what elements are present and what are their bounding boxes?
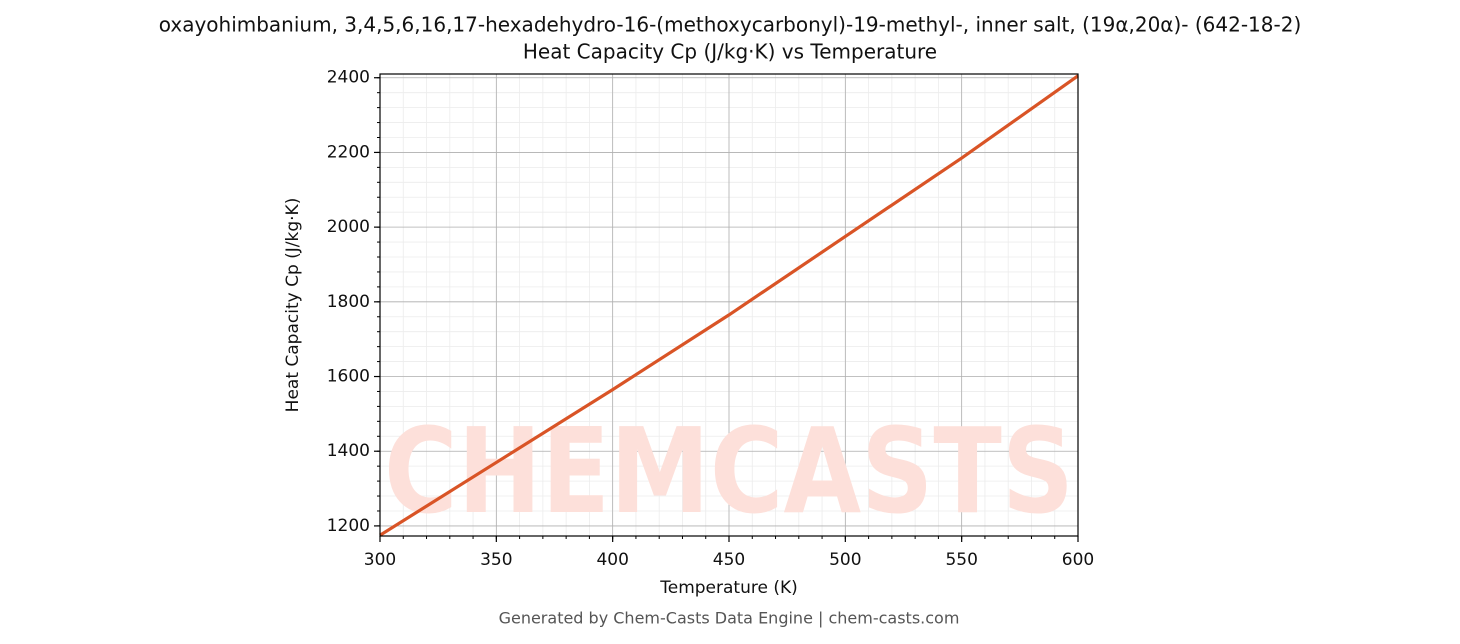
chart-title: oxayohimbanium, 3,4,5,6,16,17-hexadehydr… <box>159 13 1302 37</box>
x-tick-label: 550 <box>945 550 977 570</box>
x-tick-label: 450 <box>713 550 745 570</box>
x-tick-label: 300 <box>364 550 396 570</box>
x-tick-label: 400 <box>596 550 628 570</box>
y-tick-label: 1800 <box>327 292 370 312</box>
x-axis-label: Temperature (K) <box>659 578 798 598</box>
x-tick-label: 350 <box>480 550 512 570</box>
y-tick-label: 2400 <box>327 68 370 88</box>
x-tick-label: 600 <box>1062 550 1094 570</box>
y-tick-label: 1600 <box>327 367 370 387</box>
plot-frame <box>379 73 1079 537</box>
data-line <box>379 74 1079 537</box>
watermark: CHEMCASTS <box>384 402 1074 540</box>
y-tick-label: 2200 <box>327 142 370 162</box>
x-tick-label: 500 <box>829 550 861 570</box>
y-tick-label: 2000 <box>327 217 370 237</box>
y-tick-label: 1400 <box>327 441 370 461</box>
footer: Generated by Chem-Casts Data Engine | ch… <box>499 609 960 628</box>
y-axis-label: Heat Capacity Cp (J/kg·K) <box>283 198 303 413</box>
y-tick-label: 1200 <box>327 516 370 536</box>
chart-subtitle: Heat Capacity Cp (J/kg·K) vs Temperature <box>523 40 937 64</box>
